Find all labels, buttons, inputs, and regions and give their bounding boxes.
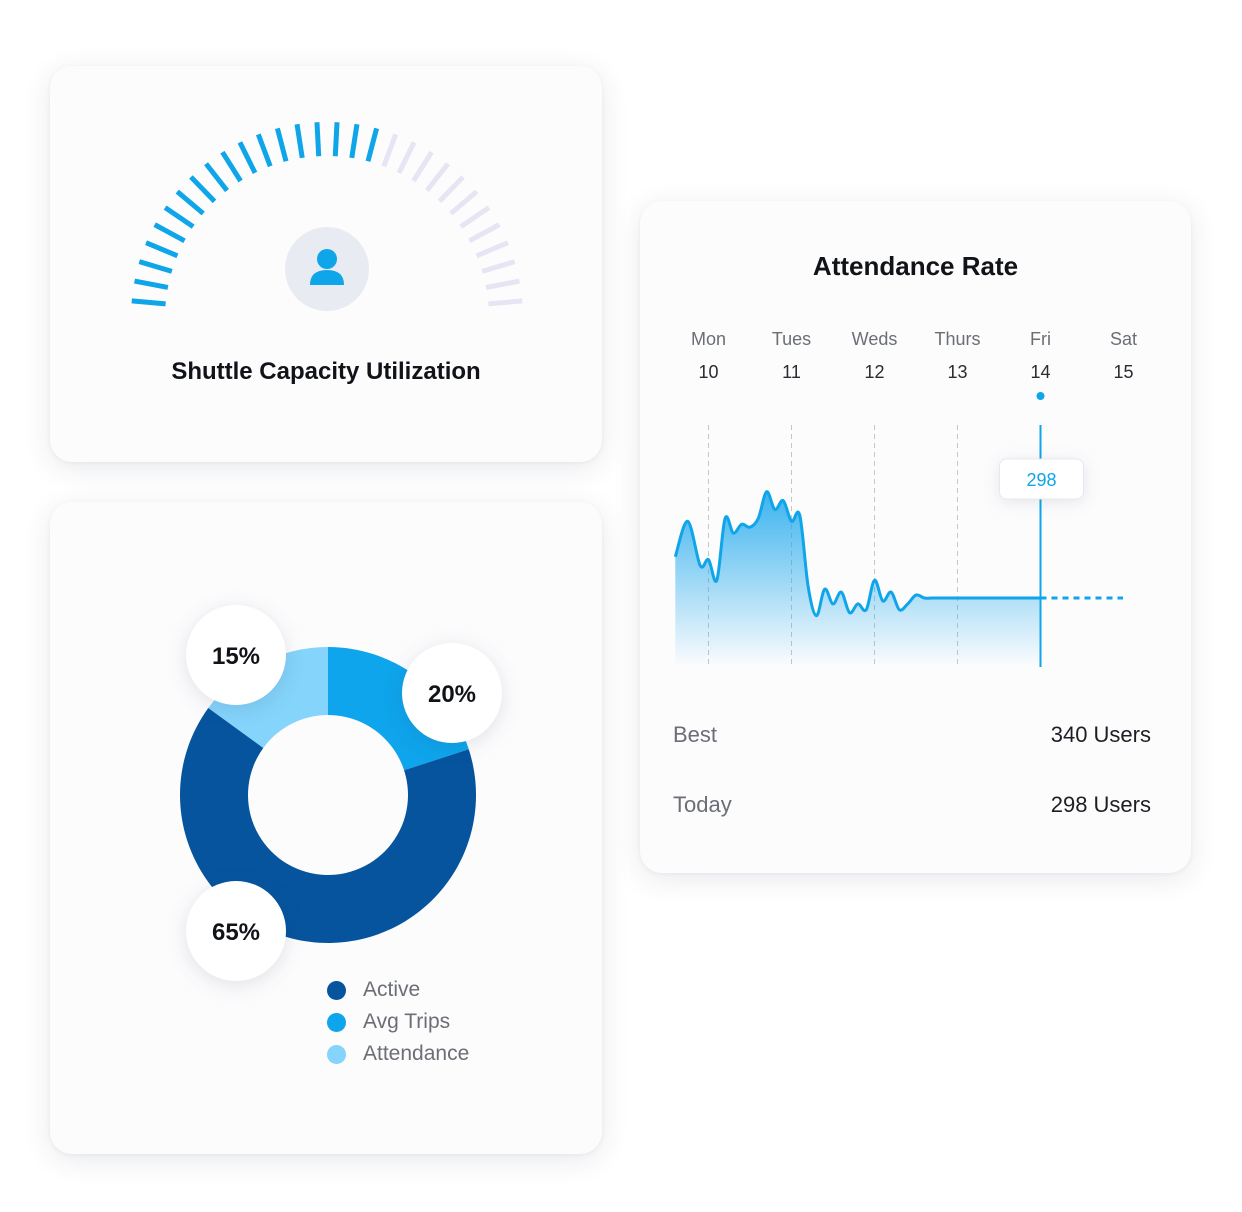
legend-dot	[327, 980, 346, 1000]
percent-bubble: 65%	[186, 881, 286, 981]
legend-label: Attendance	[363, 1042, 470, 1065]
day-date-label: 15	[1113, 362, 1133, 382]
percent-bubble: 20%	[402, 643, 502, 743]
gauge-tick	[381, 133, 399, 168]
attendance-chart: Mon 10 Tues 11 Weds 12 Thurs 13 Fri 14 Sat 15 298	[673, 329, 1137, 667]
gauge-tick	[134, 278, 169, 290]
bubble-circle	[402, 643, 502, 743]
slice-label: 15%	[212, 643, 260, 670]
gauge-tick	[425, 162, 450, 193]
day-date-label: 10	[698, 362, 718, 382]
value-tooltip: 298	[999, 458, 1084, 500]
gauge-tick	[131, 298, 166, 307]
day-name-label: Thurs	[934, 329, 980, 349]
series-line	[673, 490, 1041, 618]
bubble-circle	[186, 605, 286, 705]
tooltip-value: 298	[1026, 470, 1056, 490]
gauge-tick	[189, 175, 217, 204]
gauge-tick	[294, 123, 305, 159]
donut-slice-active	[180, 708, 476, 943]
legend-label: Avg Trips	[363, 1010, 451, 1033]
gauge-tick	[332, 122, 340, 157]
slice-label: 20%	[428, 681, 476, 708]
gauge-tick	[145, 240, 179, 259]
day-date-label: 13	[947, 362, 967, 382]
legend-dot	[327, 1044, 346, 1064]
user-icon	[310, 249, 344, 285]
best-label: Best	[673, 722, 718, 747]
gauge-tick	[237, 141, 258, 174]
area-fill	[675, 491, 1041, 667]
capacity-gauge	[131, 122, 523, 311]
gauge-tick	[481, 259, 516, 274]
tooltip-box	[999, 458, 1084, 500]
attendance-card: Attendance Rate Mon 10 Tues 11 Weds 12 Thurs 13…	[640, 201, 1191, 873]
gauge-tick	[475, 240, 509, 259]
legend-item-attendance: Attendance	[327, 1041, 469, 1067]
chart-title: Attendance Rate	[812, 251, 1019, 281]
gauge-tick	[437, 175, 465, 204]
capacity-card: Shuttle Capacity Utilization	[50, 66, 602, 462]
day-date-label: 14	[1030, 362, 1050, 382]
gauge-tick	[175, 189, 205, 216]
gauge-tick	[204, 162, 229, 193]
gauge-tick	[396, 141, 417, 174]
today-value: 298 Users	[1050, 792, 1151, 817]
gauge-tick	[153, 222, 186, 244]
today-label: Today	[673, 792, 732, 817]
selection-dot	[1036, 392, 1045, 400]
percent-bubble: 15%	[186, 605, 286, 705]
gauge-tick	[314, 122, 322, 157]
gauge-tick	[220, 150, 243, 183]
gauge-title: Shuttle Capacity Utilization	[171, 358, 481, 385]
gauge-tick	[365, 127, 380, 162]
gauge-tick	[138, 259, 173, 274]
day-name-label: Tues	[772, 329, 811, 349]
day-name-label: Fri	[1030, 329, 1051, 349]
slice-label: 65%	[212, 919, 260, 946]
legend-item-active: Active	[327, 977, 420, 1003]
donut-chart: 15% 20% 65%	[180, 605, 502, 981]
day-date-label: 12	[864, 362, 884, 382]
day-name-label: Weds	[852, 329, 898, 349]
gauge-tick	[255, 133, 273, 168]
legend-item-avg-trips: Avg Trips	[327, 1009, 450, 1035]
gauge-tick	[459, 205, 491, 229]
gauge-tick	[485, 278, 520, 290]
legend-label: Active	[363, 978, 421, 1001]
donut-slice-attendance	[208, 647, 328, 748]
day-name-label: Sat	[1110, 329, 1137, 349]
gauge-tick	[488, 298, 523, 307]
gauge-tick	[411, 150, 434, 183]
gauge-tick	[468, 222, 501, 244]
bubble-circle	[186, 881, 286, 981]
best-value: 340 Users	[1050, 722, 1151, 747]
day-name-label: Mon	[691, 329, 726, 349]
gauge-tick	[163, 205, 195, 229]
day-date-label: 11	[782, 362, 801, 382]
gauge-tick	[274, 127, 289, 162]
legend-dot	[327, 1012, 346, 1032]
distribution-card: 15% 20% 65% Active Avg Trips Attendance	[50, 502, 602, 1154]
gauge-tick	[449, 189, 479, 216]
gauge-tick	[349, 123, 360, 159]
